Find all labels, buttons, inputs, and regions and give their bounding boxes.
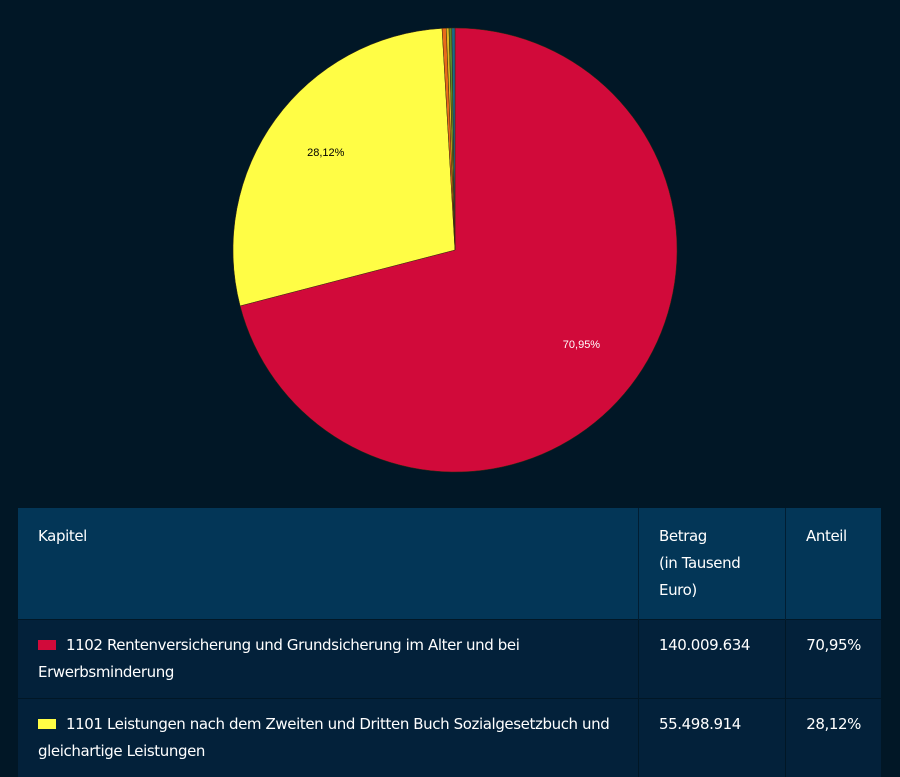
data-label: 28,12%: [307, 147, 345, 159]
pie-chart: 70,95% 28,12%: [0, 0, 900, 490]
table-row: 1101 Leistungen nach dem Zweiten und Dri…: [18, 699, 881, 777]
legend-swatch: [38, 640, 56, 650]
header-betrag-line: Betrag: [659, 527, 707, 545]
cell-anteil: 70,95%: [786, 620, 882, 699]
data-table: Kapitel Betrag (in Tausend Euro) Anteil 11…: [18, 508, 881, 777]
cell-betrag: 55.498.914: [639, 699, 786, 777]
kapitel-text: 1101 Leistungen nach dem Zweiten und Dri…: [38, 715, 609, 760]
table-row: 1102 Rentenversicherung und Grundsicheru…: [18, 620, 881, 699]
header-anteil: Anteil: [786, 508, 882, 620]
legend-swatch: [38, 719, 56, 729]
table-header-row: Kapitel Betrag (in Tausend Euro) Anteil: [18, 508, 881, 620]
header-kapitel: Kapitel: [18, 508, 639, 620]
kapitel-text: 1102 Rentenversicherung und Grundsicheru…: [38, 636, 519, 681]
cell-kapitel: 1101 Leistungen nach dem Zweiten und Dri…: [18, 699, 639, 777]
data-label: 70,95%: [563, 339, 601, 351]
header-betrag-line: (in Tausend: [659, 554, 740, 572]
header-betrag: Betrag (in Tausend Euro): [639, 508, 786, 620]
cell-betrag: 140.009.634: [639, 620, 786, 699]
header-betrag-line: Euro): [659, 581, 697, 599]
cell-kapitel: 1102 Rentenversicherung und Grundsicheru…: [18, 620, 639, 699]
cell-anteil: 28,12%: [786, 699, 882, 777]
